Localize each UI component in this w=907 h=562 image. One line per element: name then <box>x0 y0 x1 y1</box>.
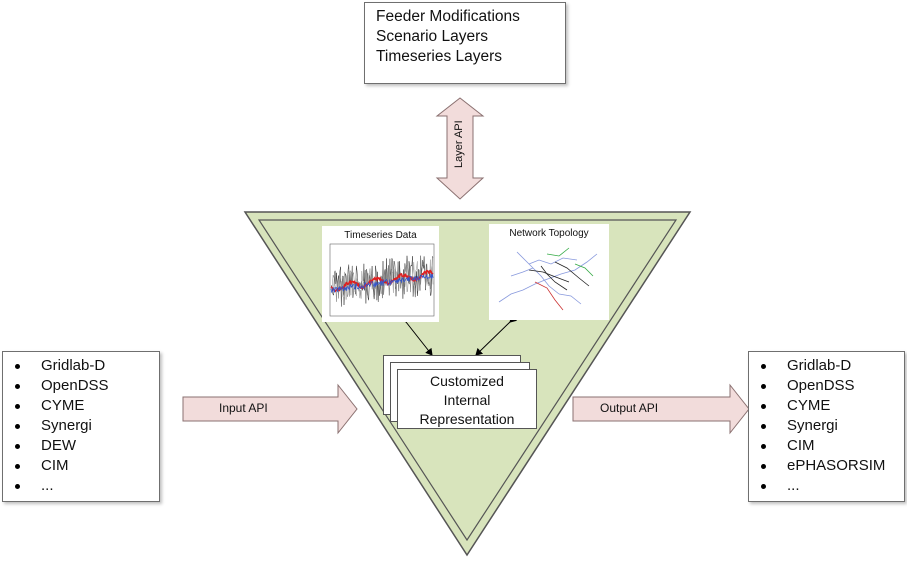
input-format-item: Gridlab-D <box>11 356 159 376</box>
network-topology-title: Network Topology <box>509 228 589 239</box>
input-format-item: CYME <box>11 396 159 416</box>
representation-line-2: Internal <box>443 392 491 408</box>
output-api-label: Output API <box>600 401 659 415</box>
representation-line-1: Customized <box>430 373 504 389</box>
input-format-item: Synergi <box>11 416 159 436</box>
timeseries-data-panel: Timeseries Data <box>322 226 439 322</box>
connector-timeseries <box>399 314 433 356</box>
output-api-arrow <box>572 383 750 435</box>
output-format-item: CYME <box>757 396 904 416</box>
timeseries-data-title: Timeseries Data <box>344 230 417 241</box>
connector-topology <box>475 314 518 356</box>
input-formats-list: Gridlab-D OpenDSS CYME Synergi DEW CIM .… <box>11 356 159 496</box>
input-api-label: Input API <box>219 401 268 415</box>
layers-box: Feeder Modifications Scenario Layers Tim… <box>364 2 566 84</box>
output-format-item: Gridlab-D <box>757 356 904 376</box>
input-format-item: ... <box>11 476 159 496</box>
input-formats-box: Gridlab-D OpenDSS CYME Synergi DEW CIM .… <box>2 351 160 502</box>
layers-line-scenario-layers: Scenario Layers <box>376 28 489 45</box>
topology-thumbnail <box>498 247 598 311</box>
representation-line-3: Representation <box>419 411 515 427</box>
input-api-arrow <box>182 383 358 435</box>
output-format-item: Synergi <box>757 416 904 436</box>
output-formats-list: Gridlab-D OpenDSS CYME Synergi CIM ePHAS… <box>757 356 904 496</box>
layer-api-arrow <box>435 97 485 200</box>
output-format-item: ePHASORSIM <box>757 456 904 476</box>
network-topology-panel: Network Topology <box>489 224 609 320</box>
output-format-item: OpenDSS <box>757 376 904 396</box>
output-formats-box: Gridlab-D OpenDSS CYME Synergi CIM ePHAS… <box>748 351 905 502</box>
input-format-item: OpenDSS <box>11 376 159 396</box>
input-format-item: CIM <box>11 456 159 476</box>
layers-line-feeder-modifications: Feeder Modifications <box>376 8 520 25</box>
layer-api-label: Layer API <box>453 120 465 168</box>
output-format-item: ... <box>757 476 904 496</box>
output-format-item: CIM <box>757 436 904 456</box>
layers-line-timeseries-layers: Timeseries Layers <box>376 48 503 65</box>
input-format-item: DEW <box>11 436 159 456</box>
timeseries-thumbnail <box>329 243 435 317</box>
internal-representation-card: Customized Internal Representation <box>397 369 537 429</box>
